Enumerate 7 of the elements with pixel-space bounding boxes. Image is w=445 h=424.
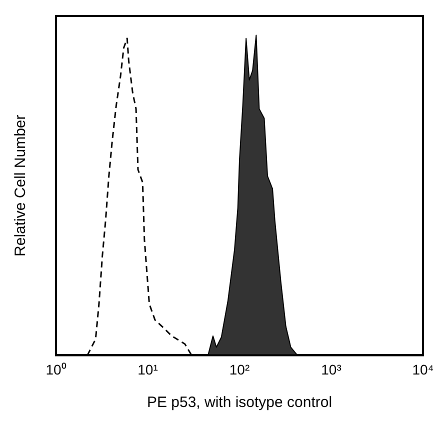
x-tick-label: 10³ — [321, 361, 342, 378]
y-axis-title: Relative Cell Number — [12, 114, 30, 256]
x-axis-title: PE p53, with isotype control — [146, 394, 332, 412]
x-tick-label: 10⁴ — [412, 361, 434, 378]
x-tick-label: 10² — [229, 361, 250, 378]
x-tick-label: 10¹ — [138, 361, 158, 378]
x-tick-label: 10⁰ — [46, 361, 66, 378]
